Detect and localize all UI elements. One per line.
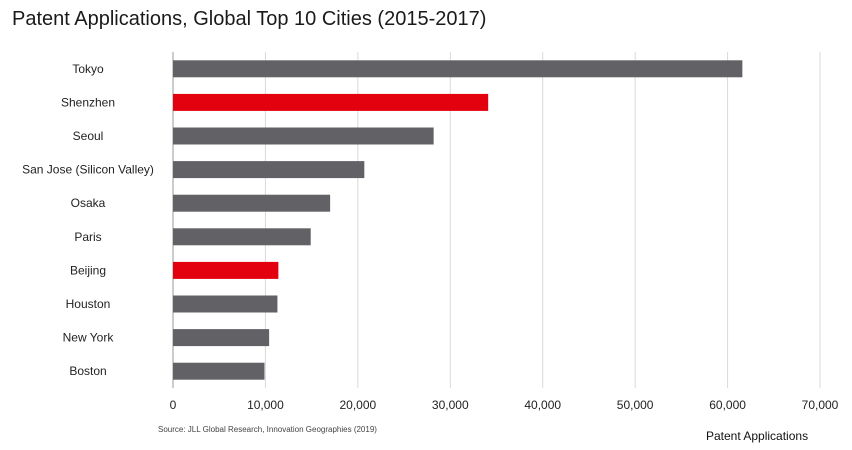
bar bbox=[173, 194, 331, 212]
x-axis-tick-labels: 0 10,000 20,000 30,000 40,000 50,000 60,000 70,… bbox=[170, 398, 839, 412]
category-label: Tokyo bbox=[72, 62, 104, 76]
bars bbox=[173, 60, 743, 380]
x-tick-label: 70,000 bbox=[802, 398, 839, 412]
bar bbox=[173, 295, 278, 313]
bar bbox=[173, 228, 311, 246]
x-tick-label: 50,000 bbox=[617, 398, 654, 412]
category-label: Houston bbox=[66, 297, 111, 311]
bar bbox=[173, 329, 270, 347]
category-label: San Jose (Silicon Valley) bbox=[22, 163, 154, 177]
category-label: Osaka bbox=[71, 196, 106, 210]
x-tick-label: 20,000 bbox=[340, 398, 377, 412]
x-tick-label: 10,000 bbox=[247, 398, 284, 412]
bar bbox=[173, 127, 434, 145]
category-label: New York bbox=[63, 331, 115, 345]
bar bbox=[173, 60, 743, 78]
x-tick-label: 30,000 bbox=[432, 398, 469, 412]
grid-lines bbox=[172, 52, 821, 388]
bar bbox=[173, 362, 265, 380]
source-note: Source: JLL Global Research, Innovation … bbox=[158, 425, 377, 434]
category-label: Seoul bbox=[73, 129, 104, 143]
category-label: Beijing bbox=[70, 263, 106, 277]
bar bbox=[173, 161, 365, 179]
bar bbox=[173, 261, 279, 279]
category-label: Paris bbox=[74, 230, 101, 244]
x-tick-label: 40,000 bbox=[524, 398, 561, 412]
x-tick-label: 60,000 bbox=[709, 398, 746, 412]
chart-title: Patent Applications, Global Top 10 Citie… bbox=[12, 8, 487, 30]
category-label: Boston bbox=[69, 364, 106, 378]
category-label: Shenzhen bbox=[61, 95, 115, 109]
bar bbox=[173, 93, 489, 111]
x-tick-label: 0 bbox=[170, 398, 177, 412]
x-axis-title: Patent Applications bbox=[706, 429, 809, 443]
category-labels: Tokyo Shenzhen Seoul San Jose (Silicon Vall… bbox=[22, 62, 154, 378]
